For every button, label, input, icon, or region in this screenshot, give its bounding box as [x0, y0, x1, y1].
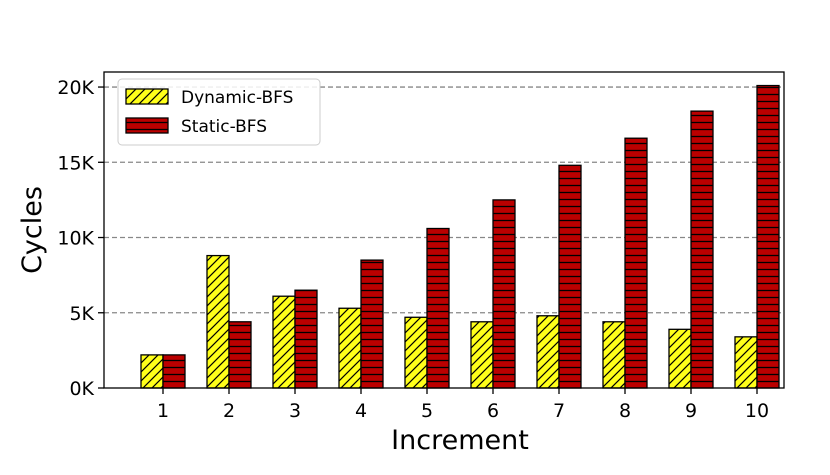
y-tick-label: 10K — [57, 228, 94, 250]
x-tick-label: 9 — [685, 400, 697, 422]
x-tick-label: 1 — [157, 400, 169, 422]
y-tick-label: 5K — [69, 303, 94, 325]
bar-dynamic-bfs-2 — [206, 254, 230, 389]
legend-swatch-dynamic-bfs — [125, 88, 169, 105]
x-tick-label: 10 — [745, 400, 769, 422]
bar-dynamic-bfs-6 — [470, 321, 494, 389]
legend-swatch-static-bfs — [125, 117, 169, 134]
bar-static-bfs-1 — [162, 354, 186, 389]
bar-dynamic-bfs-8 — [602, 321, 626, 389]
bar-dynamic-bfs-1 — [140, 354, 164, 389]
bar-static-bfs-7 — [558, 164, 582, 389]
bar-dynamic-bfs-4 — [338, 307, 362, 389]
y-axis: 0K 5K 10K 15K 20K — [57, 77, 104, 400]
bar-static-bfs-2 — [228, 321, 252, 389]
x-tick-label: 7 — [553, 400, 565, 422]
y-tick-label: 0K — [69, 378, 94, 400]
y-tick-label: 20K — [57, 77, 94, 99]
bar-dynamic-bfs-10 — [734, 336, 758, 389]
bar-dynamic-bfs-5 — [404, 316, 428, 389]
legend-label-static-bfs: Static-BFS — [181, 117, 267, 137]
bar-static-bfs-3 — [294, 289, 318, 389]
bar-static-bfs-8 — [624, 137, 648, 389]
x-tick-label: 8 — [619, 400, 631, 422]
y-axis-title: Cycles — [17, 186, 48, 274]
legend-label-dynamic-bfs: Dynamic-BFS — [181, 88, 293, 108]
y-tick-label: 15K — [57, 152, 94, 174]
plot-frame — [103, 71, 785, 389]
bar-dynamic-bfs-7 — [536, 315, 560, 389]
x-tick-label: 4 — [355, 400, 367, 422]
x-tick-label: 6 — [487, 400, 499, 422]
bar-dynamic-bfs-9 — [668, 328, 692, 389]
x-tick-label: 5 — [421, 400, 433, 422]
x-axis-title: Increment — [391, 425, 529, 456]
x-tick-label: 2 — [223, 400, 235, 422]
bars — [140, 84, 780, 389]
bar-static-bfs-9 — [690, 110, 714, 389]
bar-static-bfs-5 — [426, 227, 450, 389]
legend: Dynamic-BFS Static-BFS — [117, 78, 321, 146]
bar-static-bfs-4 — [360, 259, 384, 389]
bar-static-bfs-10 — [756, 84, 780, 389]
x-tick-label: 3 — [289, 400, 301, 422]
bar-static-bfs-6 — [492, 199, 516, 389]
bar-dynamic-bfs-3 — [272, 295, 296, 389]
x-axis: 1 2 3 4 5 6 7 8 9 10 — [157, 388, 769, 422]
